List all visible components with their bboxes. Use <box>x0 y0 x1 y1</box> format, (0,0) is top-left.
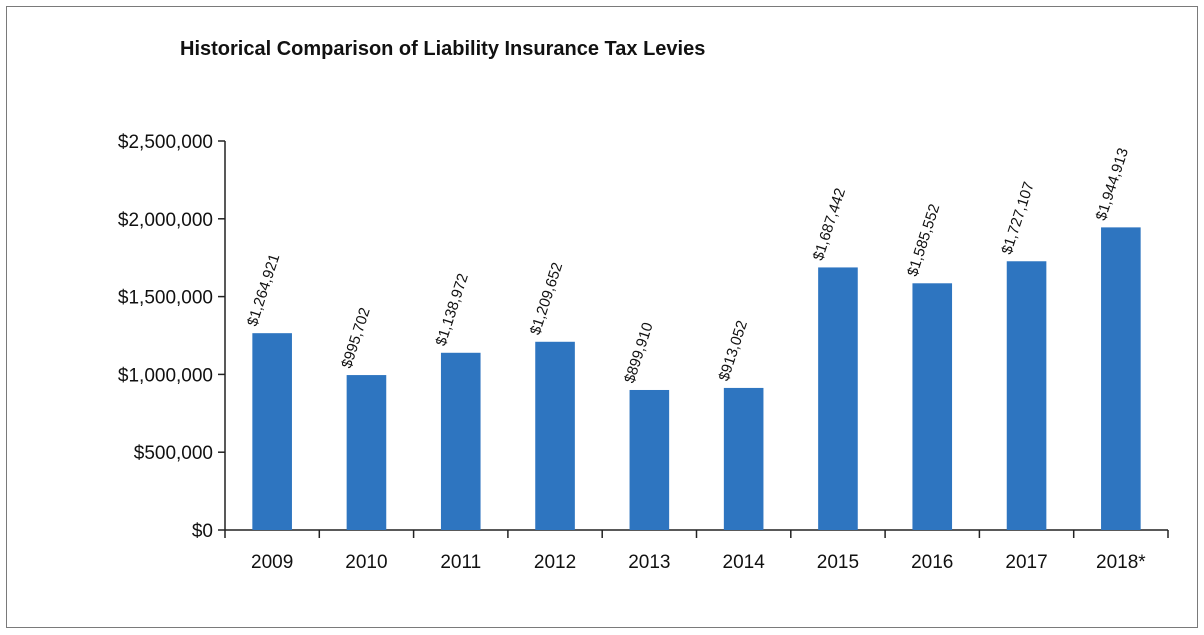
bar-2011 <box>440 352 481 530</box>
bar-2018 <box>1101 227 1141 531</box>
data-label: $1,944,913 <box>1093 146 1132 223</box>
y-tick-label: $1,000,000 <box>118 365 213 386</box>
x-tick-label: 2015 <box>817 552 859 573</box>
y-tick-label: $2,500,000 <box>118 132 213 153</box>
data-label: $899,910 <box>621 320 657 385</box>
data-label: $1,264,921 <box>244 252 283 329</box>
x-tick-label: 2018* <box>1096 552 1146 573</box>
data-label: $1,138,972 <box>433 271 472 348</box>
bar-2012 <box>535 341 575 530</box>
bar-2015 <box>818 267 858 530</box>
bar-2016 <box>912 283 953 530</box>
bars <box>252 227 1141 531</box>
data-label: $995,702 <box>338 306 374 371</box>
y-tick-label: $500,000 <box>134 443 213 464</box>
bar-2017 <box>1006 261 1047 530</box>
bar-2014 <box>723 387 764 530</box>
bar-2009 <box>252 333 292 530</box>
data-label: $1,209,652 <box>527 260 566 337</box>
x-axis: 2009 2010 2011 2012 2013 2014 2015 2016 2017 2018… <box>224 529 1169 573</box>
bar-2013 <box>629 389 670 530</box>
x-tick-label: 2016 <box>911 552 953 573</box>
x-tick-label: 2017 <box>1005 552 1047 573</box>
y-tick-label: $1,500,000 <box>118 288 213 309</box>
chart-title: Historical Comparison of Liability Insur… <box>180 38 706 60</box>
x-tick-label: 2012 <box>534 552 576 573</box>
data-label: $1,687,442 <box>810 186 849 263</box>
x-tick-label: 2013 <box>628 552 670 573</box>
x-tick-label: 2014 <box>723 552 766 573</box>
x-tick-label: 2009 <box>251 552 293 573</box>
bar-2010 <box>346 375 387 530</box>
y-tick-label: $2,000,000 <box>118 210 213 231</box>
chart-frame <box>6 6 1198 628</box>
data-labels: $1,264,921 $995,702 $1,138,972 $1,209,652 $8… <box>244 146 1132 385</box>
data-label: $913,052 <box>715 318 751 383</box>
y-axis: $0 $500,000 $1,000,000 $1,500,000 $2,000,000… <box>118 132 226 542</box>
data-label: $1,585,552 <box>904 202 943 279</box>
x-tick-label: 2011 <box>440 552 481 573</box>
data-label: $1,727,107 <box>998 180 1037 257</box>
y-tick-label: $0 <box>192 521 213 542</box>
x-tick-label: 2010 <box>345 552 387 573</box>
